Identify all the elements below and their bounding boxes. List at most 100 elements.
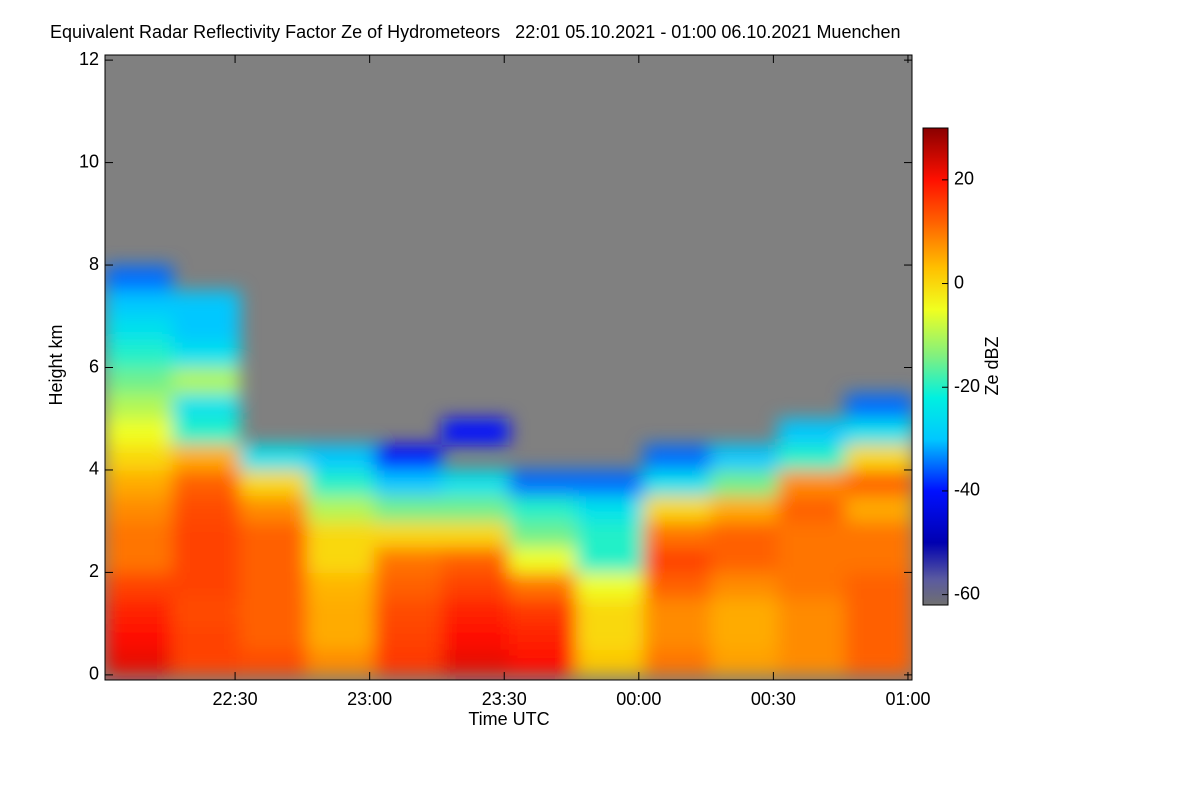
heatmap-cell [710, 444, 779, 471]
heatmap-cell [710, 495, 779, 522]
heatmap-cell [172, 649, 241, 676]
heatmap-cell [172, 469, 241, 497]
heatmap-cell [777, 623, 846, 650]
heatmap-cell [306, 598, 375, 625]
colorbar-tick-label: 20 [954, 169, 974, 189]
heatmap-cell [777, 418, 846, 445]
heatmap-cell [845, 572, 912, 599]
colorbar [922, 127, 949, 606]
x-tick-label: 22:30 [213, 689, 258, 709]
heatmap-cell [576, 521, 644, 548]
heatmap-cell [172, 341, 241, 368]
heatmap-cell [643, 469, 712, 497]
heatmap-cell [441, 495, 510, 522]
plot-clip [105, 265, 912, 676]
heatmap-cell [643, 572, 712, 599]
heatmap-cell [777, 469, 846, 497]
heatmap-cell [239, 598, 308, 625]
heatmap-cell [576, 598, 644, 625]
heatmap-cell [239, 572, 308, 599]
y-tick-label: 8 [89, 254, 99, 274]
heatmap-cell [441, 469, 510, 497]
heatmap-cell [710, 521, 779, 548]
heatmap-cell [172, 393, 241, 420]
heatmap-cell [777, 598, 846, 625]
heatmap-cell [576, 469, 644, 497]
y-tick-label: 2 [89, 561, 99, 581]
heatmap-cell [710, 572, 779, 599]
heatmap-cell [777, 572, 846, 599]
heatmap-cell [845, 393, 912, 420]
heatmap-cell [105, 649, 173, 676]
heatmap-cell [105, 495, 173, 522]
colorbar-tick-label: -20 [954, 376, 980, 396]
heatmap-cells [105, 265, 912, 676]
heatmap-cell [643, 649, 712, 676]
heatmap-cell [508, 649, 577, 676]
heatmap-cell [172, 572, 241, 599]
heatmap-cell [105, 290, 173, 317]
heatmap-cell [172, 444, 241, 471]
heatmap-cell [105, 367, 173, 394]
heatmap-cell [306, 546, 375, 573]
heatmap-cell [105, 316, 173, 343]
heatmap-cell [374, 623, 443, 650]
heatmap-cell [306, 521, 375, 548]
heatmap-cell [777, 495, 846, 522]
heatmap-cell [105, 572, 173, 599]
heatmap-cell [643, 623, 712, 650]
heatmap-cell [306, 623, 375, 650]
y-axis-label: Height km [46, 324, 66, 405]
heatmap-cell [508, 495, 577, 522]
heatmap-cell [508, 521, 577, 548]
heatmap-cell [172, 623, 241, 650]
heatmap-cell [172, 418, 241, 445]
heatmap-cell [508, 572, 577, 599]
heatmap-cell [239, 469, 308, 497]
y-tick-label: 6 [89, 356, 99, 376]
x-tick-label: 00:00 [616, 689, 661, 709]
heatmap-cell [508, 623, 577, 650]
heatmap-cell [643, 495, 712, 522]
heatmap-cell [845, 521, 912, 548]
heatmap-cell [643, 444, 712, 471]
heatmap-cell [374, 495, 443, 522]
colorbar-tick-label: -60 [954, 583, 980, 603]
heatmap-cell [710, 649, 779, 676]
heatmap-cell [441, 418, 510, 445]
heatmap-cell [576, 546, 644, 573]
x-tick-label: 23:30 [482, 689, 527, 709]
heatmap-cell [306, 495, 375, 522]
heatmap-cell [239, 495, 308, 522]
heatmap-cell [306, 444, 375, 471]
heatmap-cell [105, 469, 173, 497]
heatmap-cell [105, 546, 173, 573]
colorbar-tick-label: 0 [954, 272, 964, 292]
heatmap-cell [710, 469, 779, 497]
heatmap-cell [374, 546, 443, 573]
heatmap-cell [441, 649, 510, 676]
heatmap-cell [374, 572, 443, 599]
heatmap-cell [239, 521, 308, 548]
heatmap-cell [172, 290, 241, 317]
heatmap-cell [239, 623, 308, 650]
heatmap-cell [576, 623, 644, 650]
heatmap-cell [306, 649, 375, 676]
heatmap-cell [845, 444, 912, 471]
heatmap-cell [845, 418, 912, 445]
heatmap-cell [105, 341, 173, 368]
heatmap-cell [105, 418, 173, 445]
y-tick-label: 4 [89, 459, 99, 479]
y-tick-label: 10 [79, 151, 99, 171]
heatmap-cell [508, 469, 577, 497]
heatmap-cell [777, 444, 846, 471]
heatmap-cell [441, 598, 510, 625]
heatmap-cell [845, 469, 912, 497]
heatmap-cell [172, 316, 241, 343]
heatmap-cell [643, 546, 712, 573]
x-axis-label: Time UTC [468, 709, 549, 729]
y-tick-label: 12 [79, 49, 99, 69]
heatmap-cell [845, 649, 912, 676]
